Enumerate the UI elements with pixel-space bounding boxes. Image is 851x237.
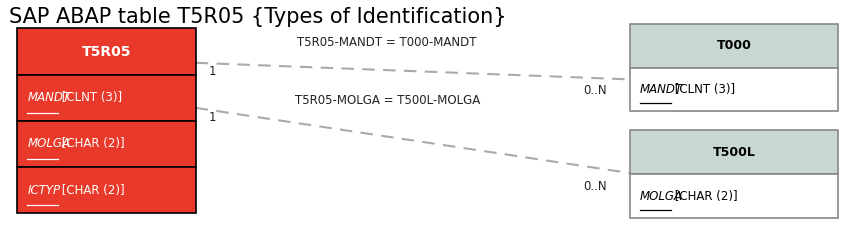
FancyBboxPatch shape bbox=[630, 68, 838, 111]
FancyBboxPatch shape bbox=[630, 174, 838, 218]
Text: T500L: T500L bbox=[712, 146, 756, 159]
Text: [CHAR (2)]: [CHAR (2)] bbox=[58, 184, 125, 197]
Text: T5R05: T5R05 bbox=[82, 45, 131, 59]
Text: [CLNT (3)]: [CLNT (3)] bbox=[58, 91, 123, 104]
Text: 1: 1 bbox=[208, 111, 216, 124]
Text: MANDT: MANDT bbox=[640, 83, 683, 96]
Text: 1: 1 bbox=[208, 65, 216, 77]
FancyBboxPatch shape bbox=[17, 28, 196, 75]
Text: [CHAR (2)]: [CHAR (2)] bbox=[58, 137, 125, 150]
Text: [CLNT (3)]: [CLNT (3)] bbox=[671, 83, 735, 96]
FancyBboxPatch shape bbox=[630, 24, 838, 68]
Text: 0..N: 0..N bbox=[583, 84, 607, 96]
Text: T5R05-MANDT = T000-MANDT: T5R05-MANDT = T000-MANDT bbox=[298, 36, 477, 49]
Text: MOLGA: MOLGA bbox=[640, 190, 683, 203]
Text: T000: T000 bbox=[717, 39, 751, 52]
FancyBboxPatch shape bbox=[630, 130, 838, 174]
Text: [CHAR (2)]: [CHAR (2)] bbox=[671, 190, 738, 203]
Text: ICTYP: ICTYP bbox=[27, 184, 60, 197]
FancyBboxPatch shape bbox=[17, 75, 196, 121]
Text: T5R05-MOLGA = T500L-MOLGA: T5R05-MOLGA = T500L-MOLGA bbox=[294, 94, 480, 107]
Text: MOLGA: MOLGA bbox=[27, 137, 71, 150]
Text: SAP ABAP table T5R05 {Types of Identification}: SAP ABAP table T5R05 {Types of Identific… bbox=[9, 7, 506, 27]
Text: 0..N: 0..N bbox=[583, 180, 607, 192]
Text: MANDT: MANDT bbox=[27, 91, 71, 104]
FancyBboxPatch shape bbox=[17, 167, 196, 213]
FancyBboxPatch shape bbox=[17, 121, 196, 167]
